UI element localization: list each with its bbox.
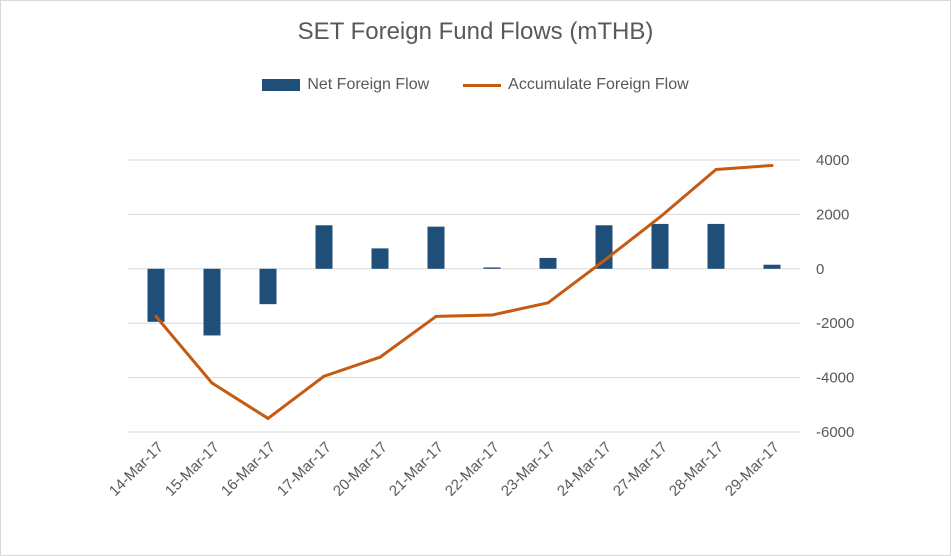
line-point (770, 163, 774, 167)
bar (539, 257, 557, 269)
y-tick-label: -2000 (816, 315, 854, 332)
x-tick-label: 29-Mar-17 (722, 439, 783, 500)
line-point (490, 313, 494, 317)
bar (651, 223, 669, 269)
x-tick-label: 24-Mar-17 (554, 439, 615, 500)
bar (763, 264, 781, 269)
y-tick-label: -4000 (816, 370, 854, 387)
line-point (434, 314, 438, 318)
x-tick-label: 20-Mar-17 (330, 439, 391, 500)
x-tick-label: 22-Mar-17 (442, 439, 503, 500)
bar (427, 226, 445, 269)
bar (203, 268, 221, 336)
line-point (154, 314, 158, 318)
line-point (546, 301, 550, 305)
legend-label-accumulate-foreign-flow: Accumulate Foreign Flow (508, 76, 689, 93)
x-tick-label: 17-Mar-17 (274, 439, 335, 500)
legend-item-net-foreign-flow: Net Foreign Flow (262, 76, 429, 94)
legend: Net Foreign Flow Accumulate Foreign Flow (0, 74, 951, 96)
x-tick-label: 23-Mar-17 (498, 439, 559, 500)
legend-swatch-line (463, 83, 502, 87)
bar (259, 268, 277, 305)
bar (315, 225, 333, 269)
legend-label-net-foreign-flow: Net Foreign Flow (307, 76, 430, 93)
y-tick-label: 0 (816, 261, 824, 278)
x-tick-label: 14-Mar-17 (106, 439, 167, 500)
x-tick-label: 15-Mar-17 (162, 439, 223, 500)
legend-swatch-bar (262, 79, 301, 91)
bar (483, 267, 501, 269)
x-tick-label: 21-Mar-17 (386, 439, 447, 500)
line-point (322, 374, 326, 378)
y-tick-label: 2000 (816, 206, 849, 223)
x-tick-label: 27-Mar-17 (610, 439, 671, 500)
bar (707, 223, 725, 269)
line-point (210, 381, 214, 385)
chart-title: SET Foreign Fund Flows (mTHB) (297, 18, 654, 45)
line-point (266, 416, 270, 420)
bar (371, 248, 389, 269)
y-tick-label: -6000 (816, 424, 854, 441)
line-point (378, 355, 382, 359)
accumulate-line (154, 163, 773, 420)
line-point (658, 215, 662, 219)
bar (147, 268, 165, 322)
line-point (602, 259, 606, 263)
legend-item-accumulate-foreign-flow: Accumulate Foreign Flow (463, 76, 689, 94)
x-tick-label: 16-Mar-17 (218, 439, 279, 500)
line-point (714, 168, 718, 172)
x-tick-label: 28-Mar-17 (666, 439, 727, 500)
y-tick-label: 4000 (816, 152, 849, 169)
